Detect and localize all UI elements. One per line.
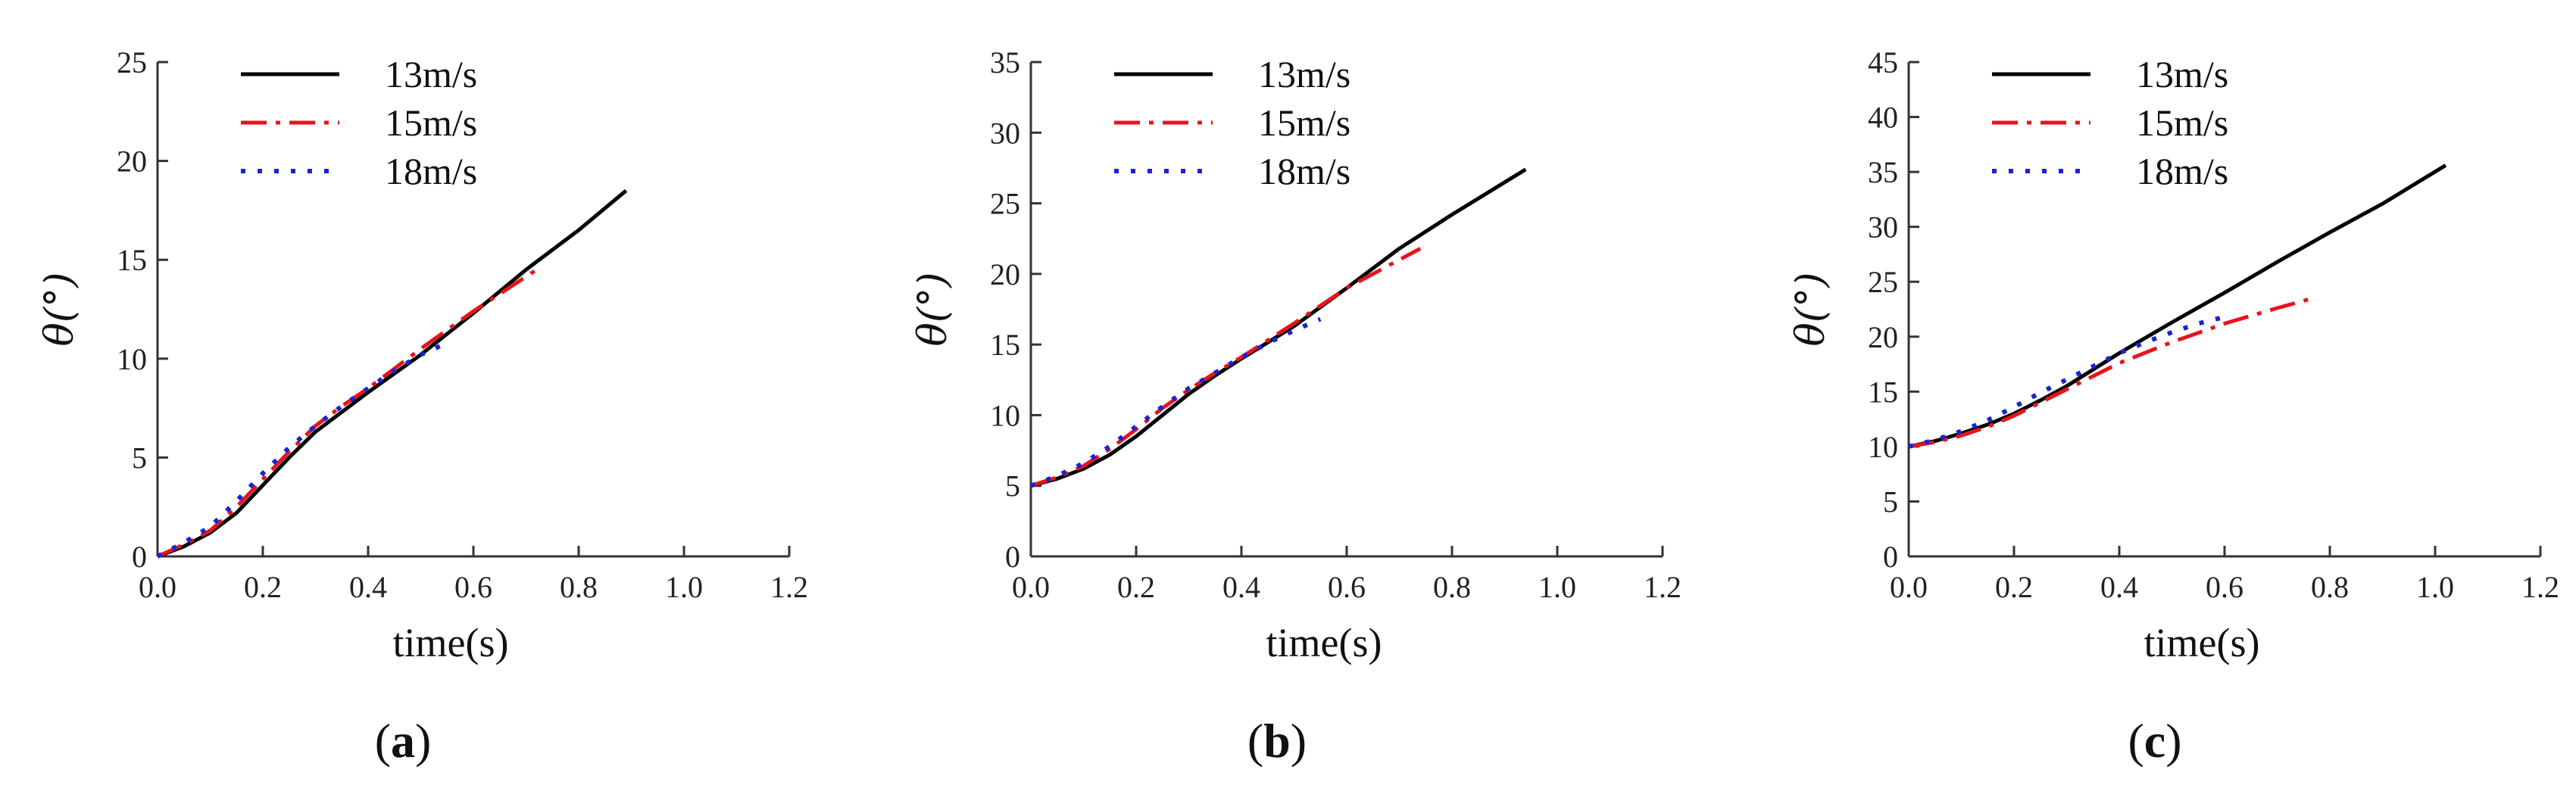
y-tick-label: 10 [1868,430,1898,464]
y-tick-label: 5 [1005,469,1020,503]
x-tick-label: 0.4 [2100,570,2138,604]
y-tick-label: 10 [117,342,147,376]
y-tick-label: 15 [1868,375,1898,409]
x-axis-title: time(s) [2144,620,2260,665]
x-tick-label: 0.0 [1012,570,1050,604]
x-tick-label: 0.6 [1328,570,1366,604]
x-tick-label: 0.2 [244,570,282,604]
legend-label: 18m/s [385,150,477,192]
x-tick-label: 1.2 [770,570,808,604]
x-tick-label: 1.0 [665,570,703,604]
x-tick-label: 0.4 [349,570,387,604]
y-tick-label: 20 [117,145,147,179]
x-tick-label: 0.6 [454,570,492,604]
caption-paren-open: ( [2128,714,2144,768]
x-axis-title: time(s) [393,620,509,665]
caption-paren-close: ) [415,714,431,768]
y-tick-label: 5 [1883,484,1898,519]
x-tick-label: 1.2 [1644,570,1681,604]
y-tick-label: 30 [990,116,1020,150]
y-tick-label: 0 [1005,540,1020,574]
x-tick-label: 0.6 [2206,570,2243,604]
x-axis-title: time(s) [1266,620,1382,665]
y-tick-label: 25 [1868,265,1898,299]
chart-panel-a: 0.0 0.2 0.4 0.6 0.8 1.0 1.2 0 5 10 15 20 25 time(s) θ(… [37,45,808,768]
legend-label: 18m/s [2136,150,2228,192]
legend-label: 15m/s [1258,101,1350,144]
panel-caption: (a) [375,714,432,768]
y-tick-label: 25 [117,45,147,79]
series-line-15m-s [156,268,538,559]
y-tick-label: 10 [990,398,1020,432]
y-tick-label: 40 [1868,101,1898,135]
y-tick-label: 35 [1868,155,1898,189]
x-tick-label: 0.8 [1433,570,1471,604]
series-line-13m-s [157,188,628,559]
y-tick-label: 0 [1883,540,1898,574]
x-tick-label: 0.8 [2311,570,2349,604]
x-tick-label: 1.0 [1538,570,1576,604]
legend-label: 15m/s [2136,101,2228,144]
y-tick-label: 35 [990,45,1020,79]
x-tick-label: 0.4 [1222,570,1260,604]
y-tick-label: 15 [117,243,147,277]
series-line-18m-s [156,341,448,559]
y-tick-label: 20 [1868,320,1898,354]
caption-letter: c [2144,714,2165,768]
series-line-18m-s [1908,314,2225,449]
y-tick-label: 15 [990,328,1020,362]
caption-paren-open: ( [375,714,391,768]
y-tick-label: 30 [1868,210,1898,245]
x-tick-label: 0.2 [1117,570,1155,604]
legend-label: 13m/s [1258,53,1350,95]
caption-letter: b [1263,714,1291,768]
caption-paren-close: ) [1291,714,1307,768]
x-tick-label: 0.2 [1995,570,2033,604]
legend-label: 13m/s [2136,53,2228,95]
x-tick-label: 1.2 [2521,570,2559,604]
y-tick-label: 45 [1868,45,1898,79]
series-line-13m-s [1030,167,1527,488]
chart-panel-c: 0.0 0.2 0.4 0.6 0.8 1.0 1.2 0 5 10 15 20 25 30 35 40 45 t… [1788,45,2559,768]
caption-letter: a [391,714,415,768]
y-axis-title: θ(°) [910,273,956,347]
series-line-13m-s [1908,164,2447,449]
series-line-15m-s [1908,297,2309,449]
series-line-15m-s [1030,247,1422,488]
y-tick-label: 20 [990,257,1020,291]
x-tick-label: 1.0 [2416,570,2454,604]
chart-panel-b: 0.0 0.2 0.4 0.6 0.8 1.0 1.2 0 5 10 15 20 25 30 35 time(… [910,45,1681,768]
legend-label: 13m/s [385,53,477,95]
caption-paren-close: ) [2165,714,2181,768]
panel-caption: (c) [2128,714,2181,768]
caption-paren-open: ( [1247,714,1263,768]
legend-label: 15m/s [385,101,477,144]
y-tick-label: 25 [990,187,1020,221]
y-axis-title: θ(°) [1788,273,1834,347]
y-tick-label: 5 [132,441,147,475]
y-tick-label: 0 [132,540,147,574]
x-tick-label: 0.0 [1890,570,1928,604]
panel-caption: (b) [1247,714,1307,768]
x-tick-label: 0.0 [139,570,176,604]
x-tick-label: 0.8 [560,570,598,604]
y-axis-title: θ(°) [37,273,83,347]
series-line-18m-s [1029,316,1322,488]
legend-label: 18m/s [1258,150,1350,192]
